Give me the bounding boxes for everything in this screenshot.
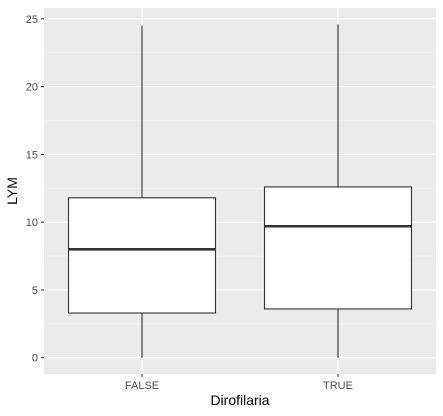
y-tick-label: 5 bbox=[32, 285, 38, 297]
box-false bbox=[67, 25, 217, 358]
x-tick-label: TRUE bbox=[323, 380, 353, 392]
box-true bbox=[263, 24, 413, 358]
y-tick-label: 15 bbox=[26, 149, 38, 161]
boxes bbox=[67, 24, 413, 358]
box-body bbox=[263, 186, 413, 310]
y-axis-title: LYM bbox=[4, 177, 20, 205]
y-tick-label: 0 bbox=[32, 353, 38, 365]
box-body bbox=[67, 197, 217, 314]
x-tick-label: FALSE bbox=[125, 380, 159, 392]
x-axis-title: Dirofilaria bbox=[210, 392, 269, 408]
x-axis: FALSE TRUE bbox=[125, 374, 353, 392]
y-axis: 0 5 10 15 20 25 bbox=[26, 14, 44, 365]
y-tick-label: 20 bbox=[26, 82, 38, 94]
y-tick-label: 10 bbox=[26, 217, 38, 229]
y-tick-label: 25 bbox=[26, 14, 38, 26]
